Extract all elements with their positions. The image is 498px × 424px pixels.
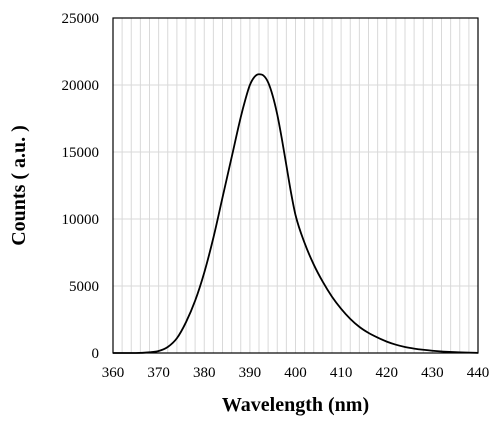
x-tick-label: 390 — [239, 365, 262, 381]
x-tick-label: 400 — [284, 365, 307, 381]
x-tick-label: 440 — [467, 365, 490, 381]
x-tick-label: 410 — [330, 365, 353, 381]
series-line — [113, 73, 479, 354]
plot-area-frame — [112, 17, 479, 354]
y-tick-label: 10000 — [62, 212, 100, 228]
y-tick-label: 20000 — [62, 78, 100, 94]
y-axis-title: Counts ( a.u. ) — [8, 125, 30, 246]
y-tick-label: 25000 — [62, 11, 100, 27]
series-layer — [113, 73, 479, 354]
x-axis-title: Wavelength (nm) — [222, 394, 369, 416]
gridlines — [113, 18, 478, 353]
x-axis-tick-labels: 360 370 380 390 400 410 420 430 440 — [102, 365, 490, 381]
y-tick-label: 0 — [92, 346, 100, 362]
x-tick-label: 360 — [102, 365, 125, 381]
x-tick-label: 370 — [147, 365, 170, 381]
x-tick-label: 420 — [376, 365, 399, 381]
y-tick-label: 5000 — [69, 279, 99, 295]
y-tick-label: 15000 — [62, 145, 100, 161]
y-axis-tick-labels: 0 5000 10000 15000 20000 25000 — [62, 11, 100, 362]
x-tick-label: 380 — [193, 365, 216, 381]
x-tick-label: 430 — [421, 365, 444, 381]
